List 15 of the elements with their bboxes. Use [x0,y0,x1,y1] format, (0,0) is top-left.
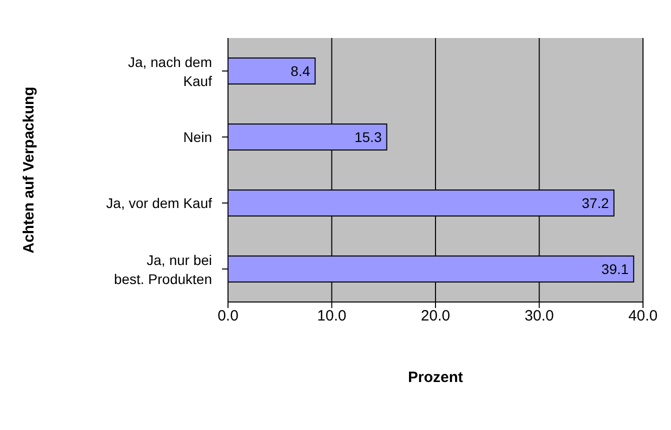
x-tick-label: 40.0 [628,308,658,325]
data-label: 39.1 [601,260,629,277]
y-tick-label: Nein [183,129,212,145]
y-tick-label: Ja, vor dem Kauf [106,195,212,211]
x-tick-label: 20.0 [420,308,450,325]
data-label: 15.3 [354,128,382,145]
x-axis-title: Prozent [408,369,464,386]
data-label: 37.2 [582,194,610,211]
x-tick-label: 10.0 [317,308,346,325]
y-tick-label: Ja, nur bei best. Produkten [114,252,212,287]
y-tick-label: Ja, nach dem Kauf [128,54,212,89]
data-label: 8.4 [290,62,310,79]
x-tick-label: 30.0 [524,308,554,325]
y-axis-title: Achten auf Verpackung [20,86,38,254]
x-tick-label: 0.0 [218,308,238,325]
